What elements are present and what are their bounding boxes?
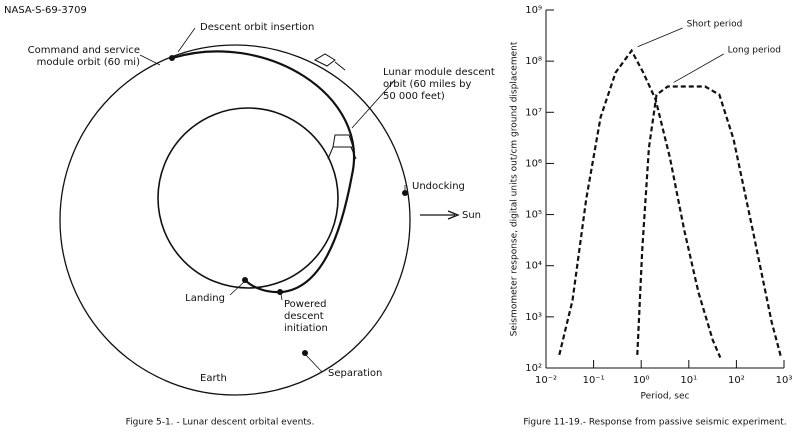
diagram-label: 50 000 feet) [383,91,445,102]
figure-id: NASA-S-69-3709 [4,5,87,16]
diagram-label: Undocking [412,181,465,192]
diagram-label: module orbit (60 mi) [37,57,140,68]
y-tick-label: 10³ [525,312,542,323]
series-line [636,85,783,358]
x-tick-label: 10⁻² [535,375,557,386]
csm-orbit-circle [59,44,411,396]
x-tick-label: 10⁻¹ [583,375,605,386]
sun-arrow [420,210,460,220]
diagram-label: Powered [284,299,327,310]
chart-caption: Figure 11-19.- Response from passive sei… [523,418,786,428]
leader-line [673,53,724,83]
series-label: Long period [728,46,781,56]
y-tick-label: 10² [525,363,542,374]
diagram-label: initiation [284,323,328,334]
diagram-label: Command and service [28,45,140,56]
x-axis-label: Period, sec [641,392,690,402]
y-tick-label: 10⁶ [525,158,542,169]
y-tick-label: 10⁸ [525,56,542,67]
y-tick-label: 10⁷ [525,107,542,118]
diagram-label: Descent orbit insertion [200,22,314,33]
y-axis-label: Seismometer response, digital units out/… [510,41,520,336]
diagram-label: Sun [462,210,481,221]
x-tick-label: 10⁰ [633,375,650,386]
y-tick-label: 10⁹ [525,5,542,16]
series-line [558,48,722,359]
chart: 10⁻² 10⁻¹ 10⁰ 10¹ 10² 10³ 10² 10³ 10⁴ 10⁵ 10⁶ 10⁷ 10… [510,5,793,428]
diagram [59,27,460,396]
x-tick-label: 10² [728,375,745,386]
diagram-label: Separation [328,368,382,379]
y-tick-label: 10⁴ [525,261,542,272]
series-label: Short period [687,20,743,30]
event-dots [169,55,408,356]
diagram-label: orbit (60 miles by [383,79,471,90]
x-tick-label: 10³ [776,375,793,386]
leader-lines [139,27,406,373]
y-tick-label: 10⁵ [525,210,542,221]
leader-line [637,27,683,48]
diagram-caption: Figure 5-1. - Lunar descent orbital even… [126,418,315,428]
diagram-label: Landing [185,293,225,304]
descent-orbit [171,50,355,294]
diagram-label: Earth [200,373,227,384]
x-tick-label: 10¹ [680,375,697,386]
diagram-labels: Descent orbit insertion Command and servi… [28,22,495,384]
diagram-label: descent [284,311,324,322]
moon-circle [157,107,339,289]
spacecraft-icons [313,53,357,160]
diagram-label: Lunar module descent [383,67,495,78]
